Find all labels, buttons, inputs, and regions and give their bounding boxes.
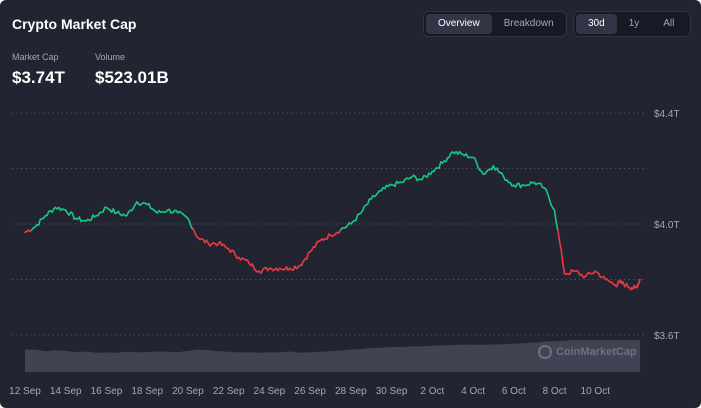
x-tick-label: 24 Sep xyxy=(254,386,286,397)
price-line-segment xyxy=(71,212,75,220)
y-tick-label: $4.0T xyxy=(654,220,680,231)
price-line-segment xyxy=(558,240,563,252)
price-line-segment xyxy=(548,198,552,206)
coinmarketcap-watermark: CoinMarketCap xyxy=(538,345,637,359)
price-line-segment xyxy=(562,263,566,275)
price-line-segment xyxy=(366,198,371,205)
watermark-text: CoinMarketCap xyxy=(556,346,637,358)
range-all[interactable]: All xyxy=(663,18,675,29)
x-tick-label: 2 Oct xyxy=(420,386,444,397)
volume-label: Volume xyxy=(95,52,126,62)
price-line-segment xyxy=(148,202,152,209)
x-tick-label: 18 Sep xyxy=(131,386,163,397)
x-tick-label: 8 Oct xyxy=(543,386,567,397)
x-tick-label: 20 Sep xyxy=(172,386,204,397)
x-tick-label: 26 Sep xyxy=(294,386,326,397)
price-line-segment xyxy=(355,213,359,222)
volume-area xyxy=(25,340,641,372)
x-tick-label: 16 Sep xyxy=(91,386,123,397)
price-line-segment xyxy=(251,263,255,270)
x-tick-label: 6 Oct xyxy=(502,386,526,397)
price-line-segment xyxy=(314,241,318,248)
price-line-segment xyxy=(188,220,193,229)
view-toggle: Overview Breakdown xyxy=(423,11,567,37)
market-cap-label: Market Cap xyxy=(12,52,59,62)
price-line-segment xyxy=(546,193,551,201)
coinmarketcap-logo-icon xyxy=(538,345,552,359)
volume-value: $523.01B xyxy=(95,68,169,87)
range-1y[interactable]: 1y xyxy=(628,18,640,29)
y-tick-label: $4.4T xyxy=(654,109,680,120)
market-cap-value: $3.74T xyxy=(12,68,65,87)
price-line-segment xyxy=(305,252,310,260)
price-line-segment xyxy=(438,161,442,169)
x-tick-label: 10 Oct xyxy=(581,386,611,397)
page-title: Crypto Market Cap xyxy=(12,16,137,32)
price-line-segment xyxy=(475,161,480,169)
x-tick-label: 22 Sep xyxy=(213,386,245,397)
x-tick-label: 4 Oct xyxy=(461,386,485,397)
price-line-segment xyxy=(37,218,42,226)
price-line-segment xyxy=(553,209,558,224)
range-30d[interactable]: 30d xyxy=(576,14,617,34)
price-line-segment xyxy=(233,250,237,257)
tab-breakdown[interactable]: Breakdown xyxy=(503,18,554,29)
price-line-segment xyxy=(326,233,330,240)
price-line-segment xyxy=(557,229,561,243)
range-toggle: 30d 1y All xyxy=(573,11,691,37)
price-line-segment xyxy=(102,206,106,213)
x-tick-label: 12 Sep xyxy=(9,386,41,397)
price-line-segment xyxy=(560,249,564,266)
x-tick-label: 28 Sep xyxy=(335,386,367,397)
tab-overview[interactable]: Overview xyxy=(426,14,492,34)
x-tick-label: 30 Sep xyxy=(376,386,408,397)
price-line-segment xyxy=(638,278,641,282)
price-line-segment xyxy=(555,221,559,232)
y-tick-label: $3.6T xyxy=(654,331,680,342)
x-tick-label: 14 Sep xyxy=(50,386,82,397)
